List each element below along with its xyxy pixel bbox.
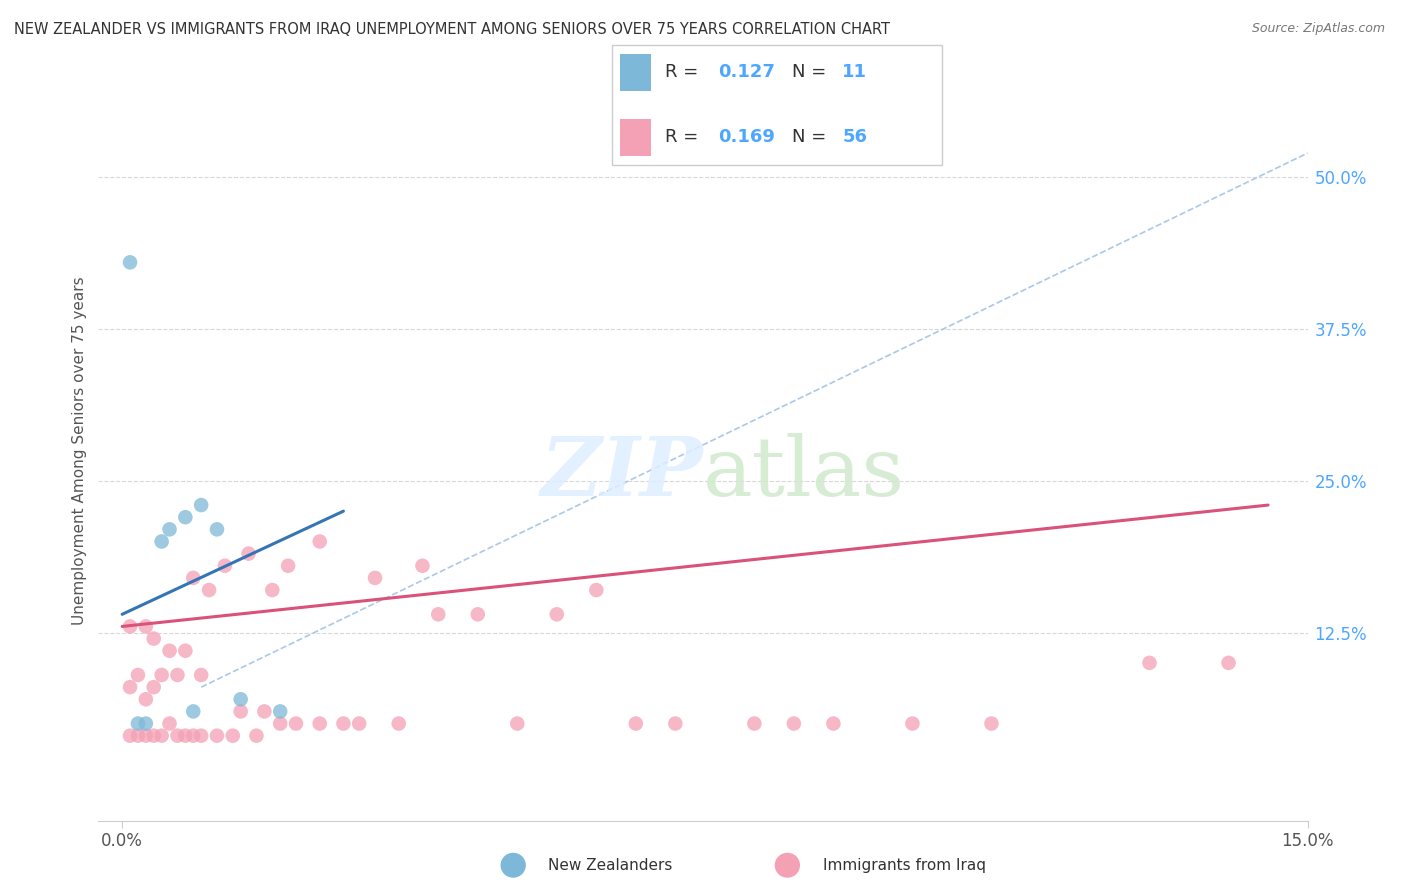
Text: atlas: atlas <box>703 433 905 513</box>
Point <box>159 522 181 536</box>
Point <box>222 729 245 743</box>
Point <box>174 729 197 743</box>
Text: 56: 56 <box>842 128 868 146</box>
Point <box>150 729 173 743</box>
Point <box>150 534 173 549</box>
Point <box>150 668 173 682</box>
Point <box>308 716 330 731</box>
Text: 11: 11 <box>842 63 868 81</box>
Text: R =: R = <box>665 128 704 146</box>
Point <box>181 729 204 743</box>
Point <box>127 729 149 743</box>
Point <box>744 716 766 731</box>
Point <box>332 716 354 731</box>
Point <box>467 607 489 622</box>
Point <box>174 510 197 524</box>
Point <box>166 668 188 682</box>
Point <box>142 680 165 694</box>
Point <box>135 729 157 743</box>
Text: R =: R = <box>665 63 704 81</box>
Point <box>546 607 568 622</box>
Point <box>783 716 806 731</box>
Point <box>253 705 276 719</box>
Point <box>142 632 165 646</box>
Y-axis label: Unemployment Among Seniors over 75 years: Unemployment Among Seniors over 75 years <box>72 277 87 624</box>
Point <box>1139 656 1161 670</box>
Point <box>823 716 845 731</box>
Text: Immigrants from Iraq: Immigrants from Iraq <box>823 858 986 872</box>
Point <box>181 571 204 585</box>
Point <box>205 522 228 536</box>
Point <box>269 716 291 731</box>
Point <box>624 716 647 731</box>
Point <box>166 729 188 743</box>
Point <box>190 668 212 682</box>
Point <box>190 729 212 743</box>
Point <box>245 729 267 743</box>
Point <box>127 716 149 731</box>
Point <box>127 668 149 682</box>
Point <box>585 582 607 597</box>
Point <box>262 582 284 597</box>
Point <box>135 716 157 731</box>
Text: 0.169: 0.169 <box>718 128 775 146</box>
Point <box>198 582 221 597</box>
Point <box>214 558 236 573</box>
Point <box>308 534 330 549</box>
Point <box>364 571 387 585</box>
Text: 0.127: 0.127 <box>718 63 775 81</box>
Point <box>118 680 141 694</box>
Point <box>980 716 1002 731</box>
Point <box>118 255 141 269</box>
Point <box>205 729 228 743</box>
Point <box>142 729 165 743</box>
Point <box>427 607 450 622</box>
Point <box>159 716 181 731</box>
Point <box>190 498 212 512</box>
Text: ZIP: ZIP <box>540 433 703 513</box>
Point <box>181 705 204 719</box>
Point <box>159 644 181 658</box>
Text: N =: N = <box>792 63 831 81</box>
Point <box>388 716 411 731</box>
Point <box>901 716 924 731</box>
Point <box>269 705 291 719</box>
Point <box>118 619 141 633</box>
Point <box>238 547 260 561</box>
Point <box>1218 656 1240 670</box>
Point <box>506 716 529 731</box>
Text: NEW ZEALANDER VS IMMIGRANTS FROM IRAQ UNEMPLOYMENT AMONG SENIORS OVER 75 YEARS C: NEW ZEALANDER VS IMMIGRANTS FROM IRAQ UN… <box>14 22 890 37</box>
Point <box>174 644 197 658</box>
Point <box>118 729 141 743</box>
Text: Source: ZipAtlas.com: Source: ZipAtlas.com <box>1251 22 1385 36</box>
Point <box>135 619 157 633</box>
Text: New Zealanders: New Zealanders <box>548 858 672 872</box>
Point <box>277 558 299 573</box>
Point <box>411 558 433 573</box>
Point <box>135 692 157 706</box>
Point <box>285 716 308 731</box>
Point <box>229 692 252 706</box>
Text: N =: N = <box>792 128 831 146</box>
Point <box>347 716 370 731</box>
Point <box>664 716 686 731</box>
Point <box>229 705 252 719</box>
